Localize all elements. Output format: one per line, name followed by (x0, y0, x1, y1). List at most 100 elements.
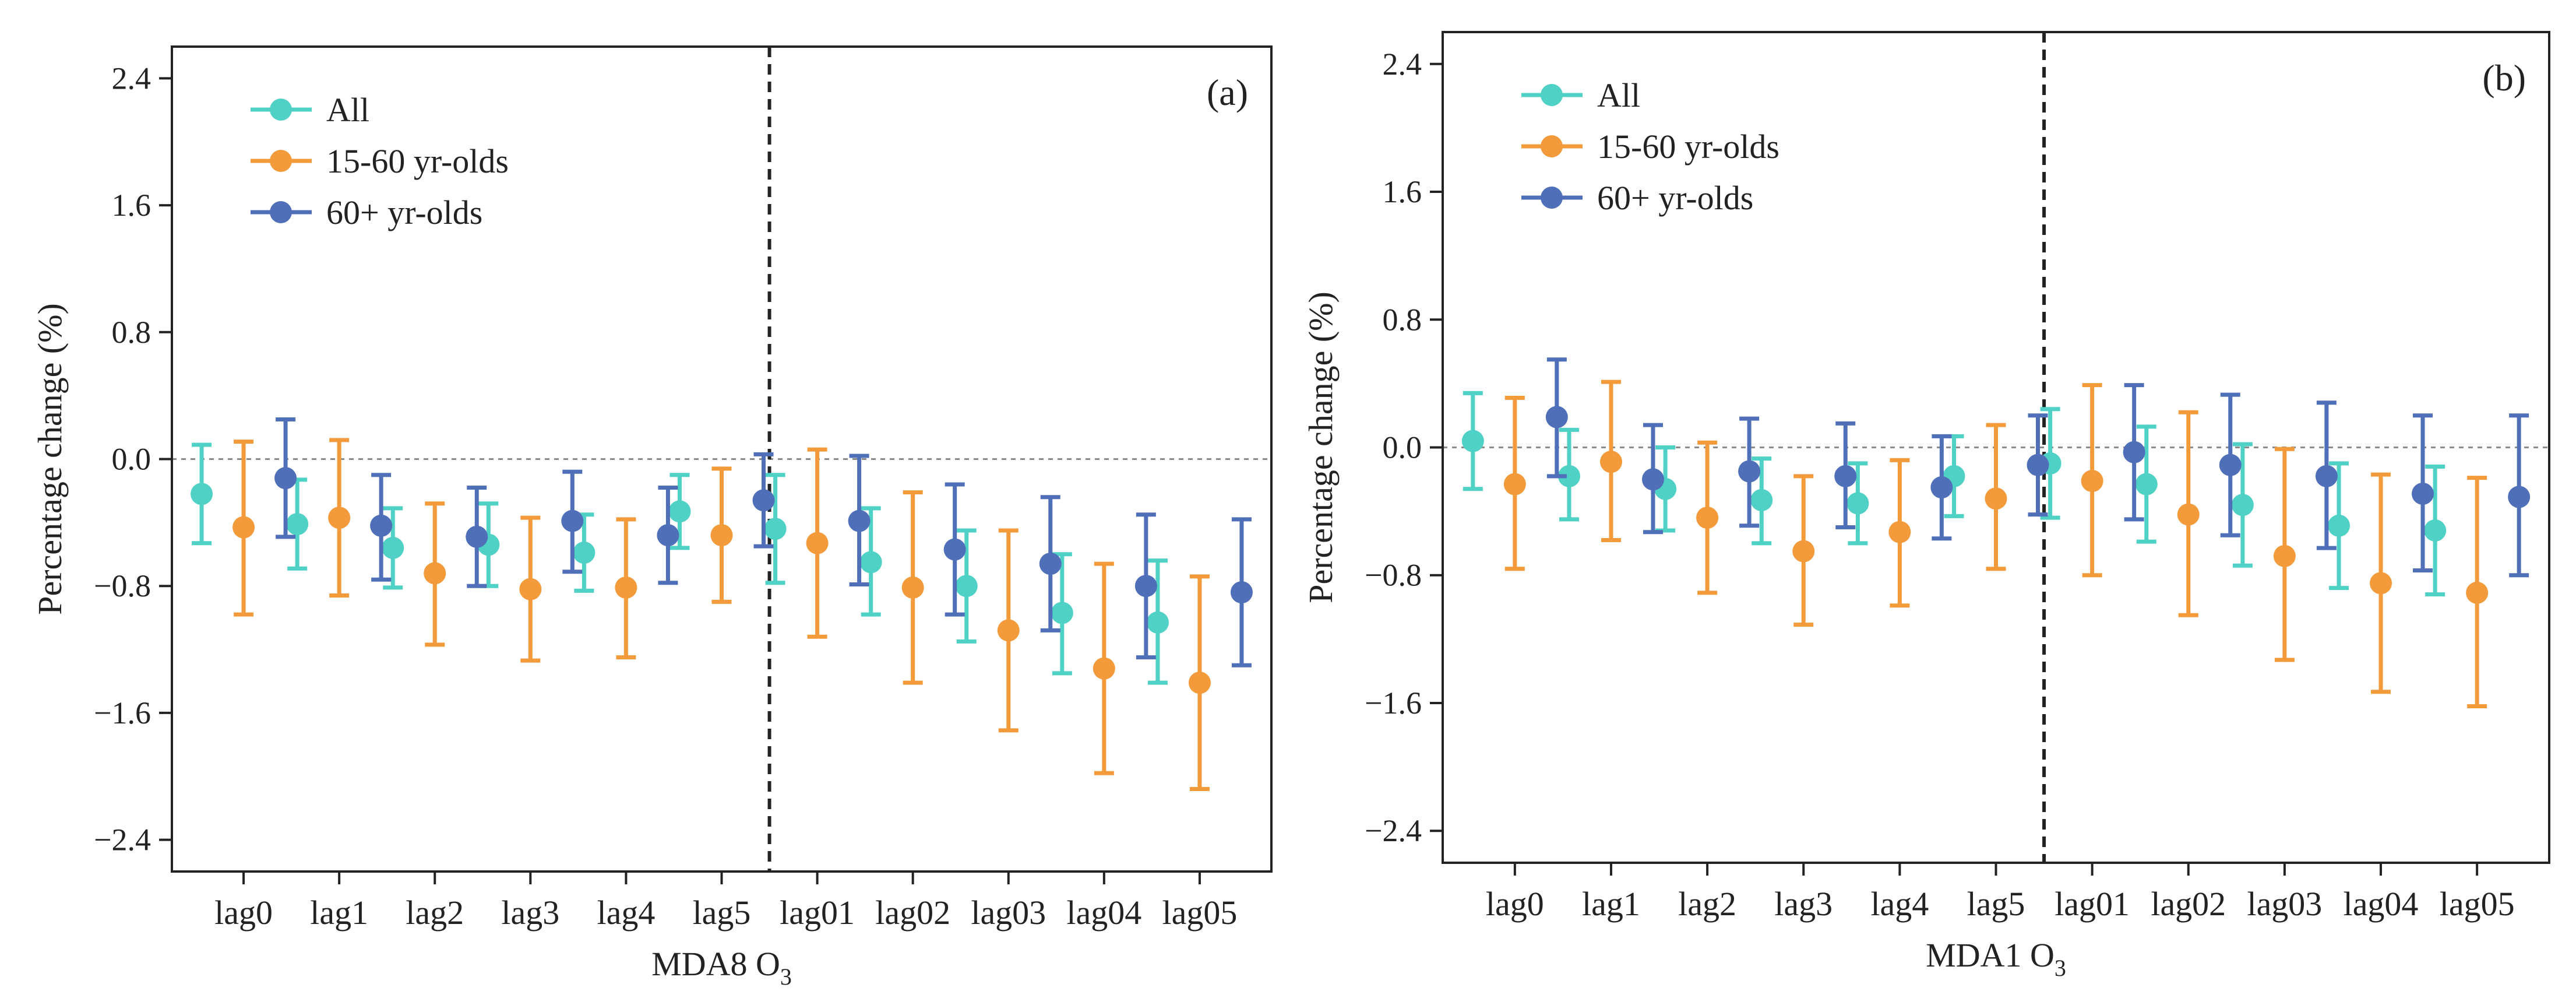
data-point (286, 513, 309, 536)
legend-swatch-point (1541, 187, 1563, 209)
data-point (2273, 544, 2296, 567)
data-point (2328, 514, 2351, 537)
legend: All 15-60 yr-olds 60+ yr-olds (251, 91, 509, 231)
data-point (561, 509, 584, 532)
data-point (1599, 451, 1622, 473)
series-old (274, 417, 1253, 667)
x-tick-label: lag2 (406, 894, 464, 932)
data-point (2231, 494, 2254, 516)
data-point (274, 467, 297, 490)
data-point (848, 509, 871, 532)
data-point (1503, 473, 1526, 496)
x-axis-label: MDA8 O3 (651, 945, 792, 990)
data-point (1696, 507, 1719, 529)
x-tick-label: lag5 (1967, 885, 2025, 923)
x-axis-label-main: MDA8 O (651, 945, 780, 983)
data-point (2466, 581, 2489, 604)
data-point (806, 532, 829, 554)
data-point (2219, 454, 2242, 476)
y-tick-label: −1.6 (1365, 686, 1422, 721)
legend-swatch-point (1541, 84, 1563, 106)
data-point (1093, 657, 1115, 680)
x-axis-label-main: MDA1 O (1926, 936, 2055, 974)
y-tick-label: −0.8 (1365, 558, 1422, 593)
data-point (370, 514, 393, 537)
data-point (1134, 575, 1157, 598)
x-tick-label: lag4 (597, 894, 655, 932)
y-tick-label: 0.8 (112, 315, 151, 350)
x-tick-label: lag05 (1162, 894, 1238, 932)
data-point (2412, 482, 2434, 505)
data-point (573, 542, 595, 564)
x-tick-label: lag04 (1066, 894, 1141, 932)
legend-swatch-point (1541, 135, 1563, 157)
data-point (997, 619, 1020, 642)
data-point (519, 578, 542, 600)
y-tick-label: 0.0 (1383, 430, 1422, 465)
data-point (1834, 465, 1857, 487)
data-point (1557, 465, 1580, 487)
data-point (901, 576, 924, 599)
y-tick-label: 1.6 (112, 188, 151, 223)
legend-label: 15-60 yr-olds (326, 142, 509, 180)
data-point (657, 524, 679, 547)
panel-a: 2.4 1.6 0.8 0.0 −0.8 −1.6 −2.4 lag0 lag1 lag2 lag3… (31, 45, 1273, 990)
data-point (615, 576, 637, 599)
data-point (1738, 460, 1761, 483)
y-tick-label: −0.8 (94, 568, 151, 603)
y-tick-label: 1.6 (1383, 174, 1422, 209)
series-young (232, 438, 1211, 791)
y-tick-label: 2.4 (1383, 47, 1422, 82)
y-tick-label: −2.4 (1365, 813, 1422, 848)
legend-label: 60+ yr-olds (1597, 179, 1753, 217)
data-point (1846, 492, 1869, 515)
data-point (1039, 553, 1062, 575)
x-tick-label: lag4 (1870, 885, 1929, 923)
data-point (1230, 581, 1253, 604)
data-point (2177, 503, 2200, 526)
data-point (1750, 489, 1773, 511)
data-point (1930, 476, 1953, 499)
data-point (1641, 468, 1664, 491)
legend-label: 60+ yr-olds (326, 194, 482, 231)
legend-swatch-point (270, 201, 292, 223)
data-point (2370, 572, 2392, 595)
x-tick-label: lag01 (780, 894, 855, 932)
data-point (466, 525, 488, 548)
data-point (2508, 486, 2531, 508)
x-axis-label-subscript: 3 (2055, 955, 2066, 981)
series-old (1545, 357, 2531, 578)
x-tick-label: lag0 (1486, 885, 1544, 923)
series-all (1461, 391, 2447, 597)
data-point (752, 489, 775, 512)
y-tick-label: −1.6 (94, 695, 151, 730)
data-point (859, 551, 882, 574)
legend-swatch-point (270, 150, 292, 172)
data-point (424, 562, 446, 585)
x-tick-label: lag1 (1582, 885, 1640, 923)
legend: All 15-60 yr-olds 60+ yr-olds (1521, 76, 1779, 217)
x-tick-label: lag0 (214, 894, 273, 932)
x-tick-label: lag05 (2440, 885, 2515, 923)
legend-label: 15-60 yr-olds (1597, 128, 1779, 166)
x-tick-label: lag03 (2247, 885, 2322, 923)
data-point (2081, 470, 2103, 493)
data-point (943, 538, 966, 561)
y-axis-label: Percentage change (%) (31, 303, 69, 615)
y-axis-label: Percentage change (%) (1302, 291, 1340, 603)
data-point (1188, 672, 1211, 694)
data-point (668, 500, 691, 523)
data-point (1792, 540, 1815, 563)
x-tick-label: lag04 (2344, 885, 2419, 923)
x-axis-label-subscript: 3 (780, 964, 792, 990)
panel-label: (a) (1207, 72, 1248, 113)
data-point (2123, 441, 2145, 463)
legend-swatch-point (270, 99, 292, 121)
legend-label: All (1597, 76, 1640, 114)
x-tick-label: lag03 (971, 894, 1046, 932)
x-tick-label: lag01 (2055, 885, 2130, 923)
data-point (2424, 519, 2447, 542)
panel-label: (b) (2482, 57, 2526, 99)
data-point (955, 575, 978, 598)
